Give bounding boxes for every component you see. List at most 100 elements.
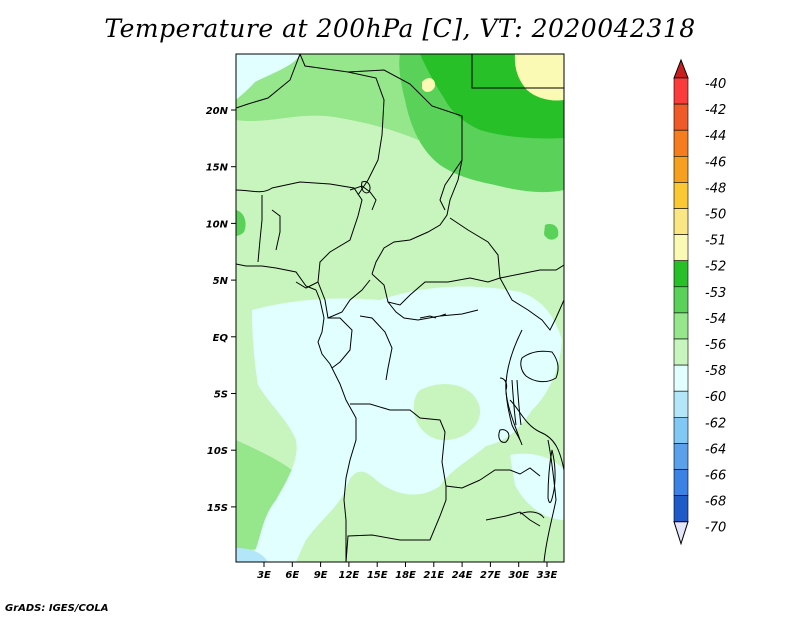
lat-tick-label: 5N (213, 276, 229, 287)
colorbar-bottom-arrow (673, 521, 689, 546)
colorbar-label: -62 (705, 416, 726, 431)
colorbar-swatch (673, 469, 689, 496)
colorbar-label: -53 (705, 286, 726, 301)
border-car-north (371, 273, 501, 306)
river-3 (499, 377, 508, 391)
border-car-south (387, 301, 479, 321)
field-cyan-central (250, 286, 562, 562)
lake-victoria (520, 350, 559, 383)
field-lightblue-sw (236, 548, 268, 562)
lon-axis: 3E 6E 9E 12E 15E 18E 21E 24E 27E 30E 33E (257, 562, 558, 581)
temperature-field (236, 54, 564, 562)
colorbar-swatch (673, 103, 689, 131)
colorbar-label: -60 (705, 390, 726, 405)
border-nigeria (236, 181, 363, 289)
lon-tick-label: 6E (285, 570, 299, 581)
lake-mweru (498, 429, 510, 443)
colorbar-swatch (673, 443, 689, 470)
field-pale-yellow-ne (514, 54, 564, 101)
border-zambia-drc (479, 467, 541, 481)
colorbar-label: -54 (705, 312, 726, 327)
grads-credit: GrADS: IGES/COLA (5, 603, 109, 614)
colorbar-swatch (673, 156, 689, 183)
colorbar-swatch (673, 234, 689, 262)
colorbar-label: -66 (705, 469, 726, 484)
border-chad-sudan (371, 159, 463, 275)
lat-tick-label: 20N (206, 106, 229, 117)
colorbar-swatch (673, 390, 689, 418)
colorbar-label: -48 (705, 181, 726, 196)
lat-tick-label: 10N (206, 219, 229, 230)
border-drc-angola (350, 403, 481, 489)
border-egypt-sudan (471, 54, 564, 89)
lat-axis: 20N 15N 10N 5N EQ 5S 10S 15S (206, 106, 236, 514)
colorbar-swatch (673, 260, 689, 288)
border-cameroon (317, 279, 371, 319)
colorbar-swatch (673, 495, 689, 523)
lon-tick-label: 27E (480, 570, 501, 581)
lon-tick-label: 33E (537, 570, 558, 581)
colorbar-label: -70 (705, 521, 726, 536)
colorbar-label: -56 (705, 338, 726, 353)
border-east-africa-1 (499, 277, 564, 331)
colorbar-swatch (673, 129, 689, 157)
colorbar: -40 -42 -44 -46 -48 -50 -51 -52 -53 -54 -56 -58 -60 -… (673, 58, 726, 546)
plot-frame (235, 53, 565, 563)
lat-tick-label: 15N (206, 163, 229, 174)
border-lake-tanganyika (505, 379, 523, 446)
colorbar-label: -46 (705, 155, 726, 170)
colorbar-swatch (673, 364, 689, 392)
lat-tick-label: 5S (214, 390, 228, 401)
colorbar-swatch (673, 338, 689, 366)
lon-tick-label: 30E (508, 570, 529, 581)
field-cyan-se (510, 453, 564, 520)
colorbar-swatch (673, 208, 689, 235)
border-algeria-niger (236, 54, 301, 109)
coast-west-africa-2 (315, 289, 357, 562)
lon-tick-label: 12E (339, 570, 360, 581)
coast-west-africa-1 (236, 263, 317, 291)
lake-malawi (547, 449, 556, 503)
colorbar-label: -52 (705, 260, 726, 275)
colorbar-label: -64 (705, 442, 726, 457)
border-congo-drc (359, 315, 393, 381)
border-libya-niger-chad (299, 54, 463, 211)
field-cyan-nw (236, 54, 300, 100)
river-2 (439, 313, 447, 317)
border-borgu (349, 185, 377, 211)
lake-tanganyika-right (516, 379, 522, 426)
lake-kariba (519, 511, 545, 519)
colorbar-swatch (673, 312, 689, 340)
colorbar-label: -44 (705, 129, 726, 144)
field-pale-yellow-spot (422, 78, 436, 92)
field-mid-green-spot-1 (236, 210, 246, 236)
border-west-africa-1 (257, 195, 263, 263)
colorbar-label: -51 (705, 234, 726, 249)
lake-tanganyika-left (511, 379, 517, 426)
lon-tick-label: 21E (423, 570, 444, 581)
border-west-africa-2 (271, 209, 281, 251)
colorbar-label: -42 (705, 103, 726, 118)
lat-tick-label: EQ (213, 333, 229, 344)
colorbar-label: -68 (705, 495, 726, 510)
lake-chad (361, 181, 371, 194)
field-mid-green-spot-2 (544, 224, 559, 240)
lat-tick-label: 15S (207, 503, 228, 514)
lon-tick-label: 24E (452, 570, 473, 581)
colorbar-swatch (673, 286, 689, 314)
border-angola-zambia (345, 486, 447, 562)
colorbar-label: -40 (705, 77, 726, 92)
colorbar-swatch (673, 416, 689, 444)
border-zambia-south (485, 511, 541, 527)
map-title: Temperature at 200hPa [C], VT: 202004231… (104, 14, 696, 43)
border-niger-chad (347, 71, 385, 196)
colorbar-top-arrow (673, 58, 689, 79)
border-gabon-congo (328, 317, 353, 369)
colorbar-label: -58 (705, 364, 726, 379)
border-east-africa-3 (509, 399, 564, 471)
colorbar-label: -50 (705, 208, 726, 223)
colorbar-swatch (673, 182, 689, 209)
colorbar-swatch (673, 77, 689, 105)
field-pale-green-hole (413, 383, 481, 441)
